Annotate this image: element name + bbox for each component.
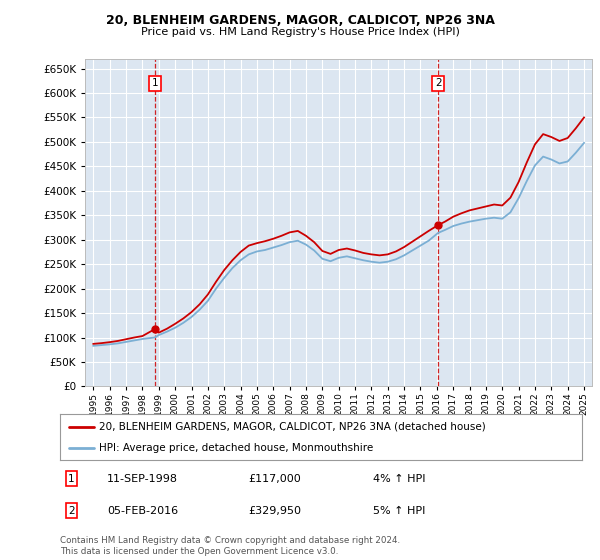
Text: 4% ↑ HPI: 4% ↑ HPI <box>373 474 426 483</box>
Text: HPI: Average price, detached house, Monmouthshire: HPI: Average price, detached house, Monm… <box>99 443 373 453</box>
Text: Contains HM Land Registry data © Crown copyright and database right 2024.
This d: Contains HM Land Registry data © Crown c… <box>60 536 400 556</box>
Text: 20, BLENHEIM GARDENS, MAGOR, CALDICOT, NP26 3NA (detached house): 20, BLENHEIM GARDENS, MAGOR, CALDICOT, N… <box>99 422 486 432</box>
Text: £329,950: £329,950 <box>248 506 301 516</box>
Text: 1: 1 <box>68 474 75 483</box>
Text: 05-FEB-2016: 05-FEB-2016 <box>107 506 178 516</box>
Text: 2: 2 <box>435 78 442 88</box>
Text: 20, BLENHEIM GARDENS, MAGOR, CALDICOT, NP26 3NA: 20, BLENHEIM GARDENS, MAGOR, CALDICOT, N… <box>106 14 494 27</box>
Text: Price paid vs. HM Land Registry's House Price Index (HPI): Price paid vs. HM Land Registry's House … <box>140 27 460 37</box>
Text: 2: 2 <box>68 506 75 516</box>
Text: £117,000: £117,000 <box>248 474 301 483</box>
Text: 5% ↑ HPI: 5% ↑ HPI <box>373 506 425 516</box>
Text: 1: 1 <box>151 78 158 88</box>
Text: 11-SEP-1998: 11-SEP-1998 <box>107 474 178 483</box>
